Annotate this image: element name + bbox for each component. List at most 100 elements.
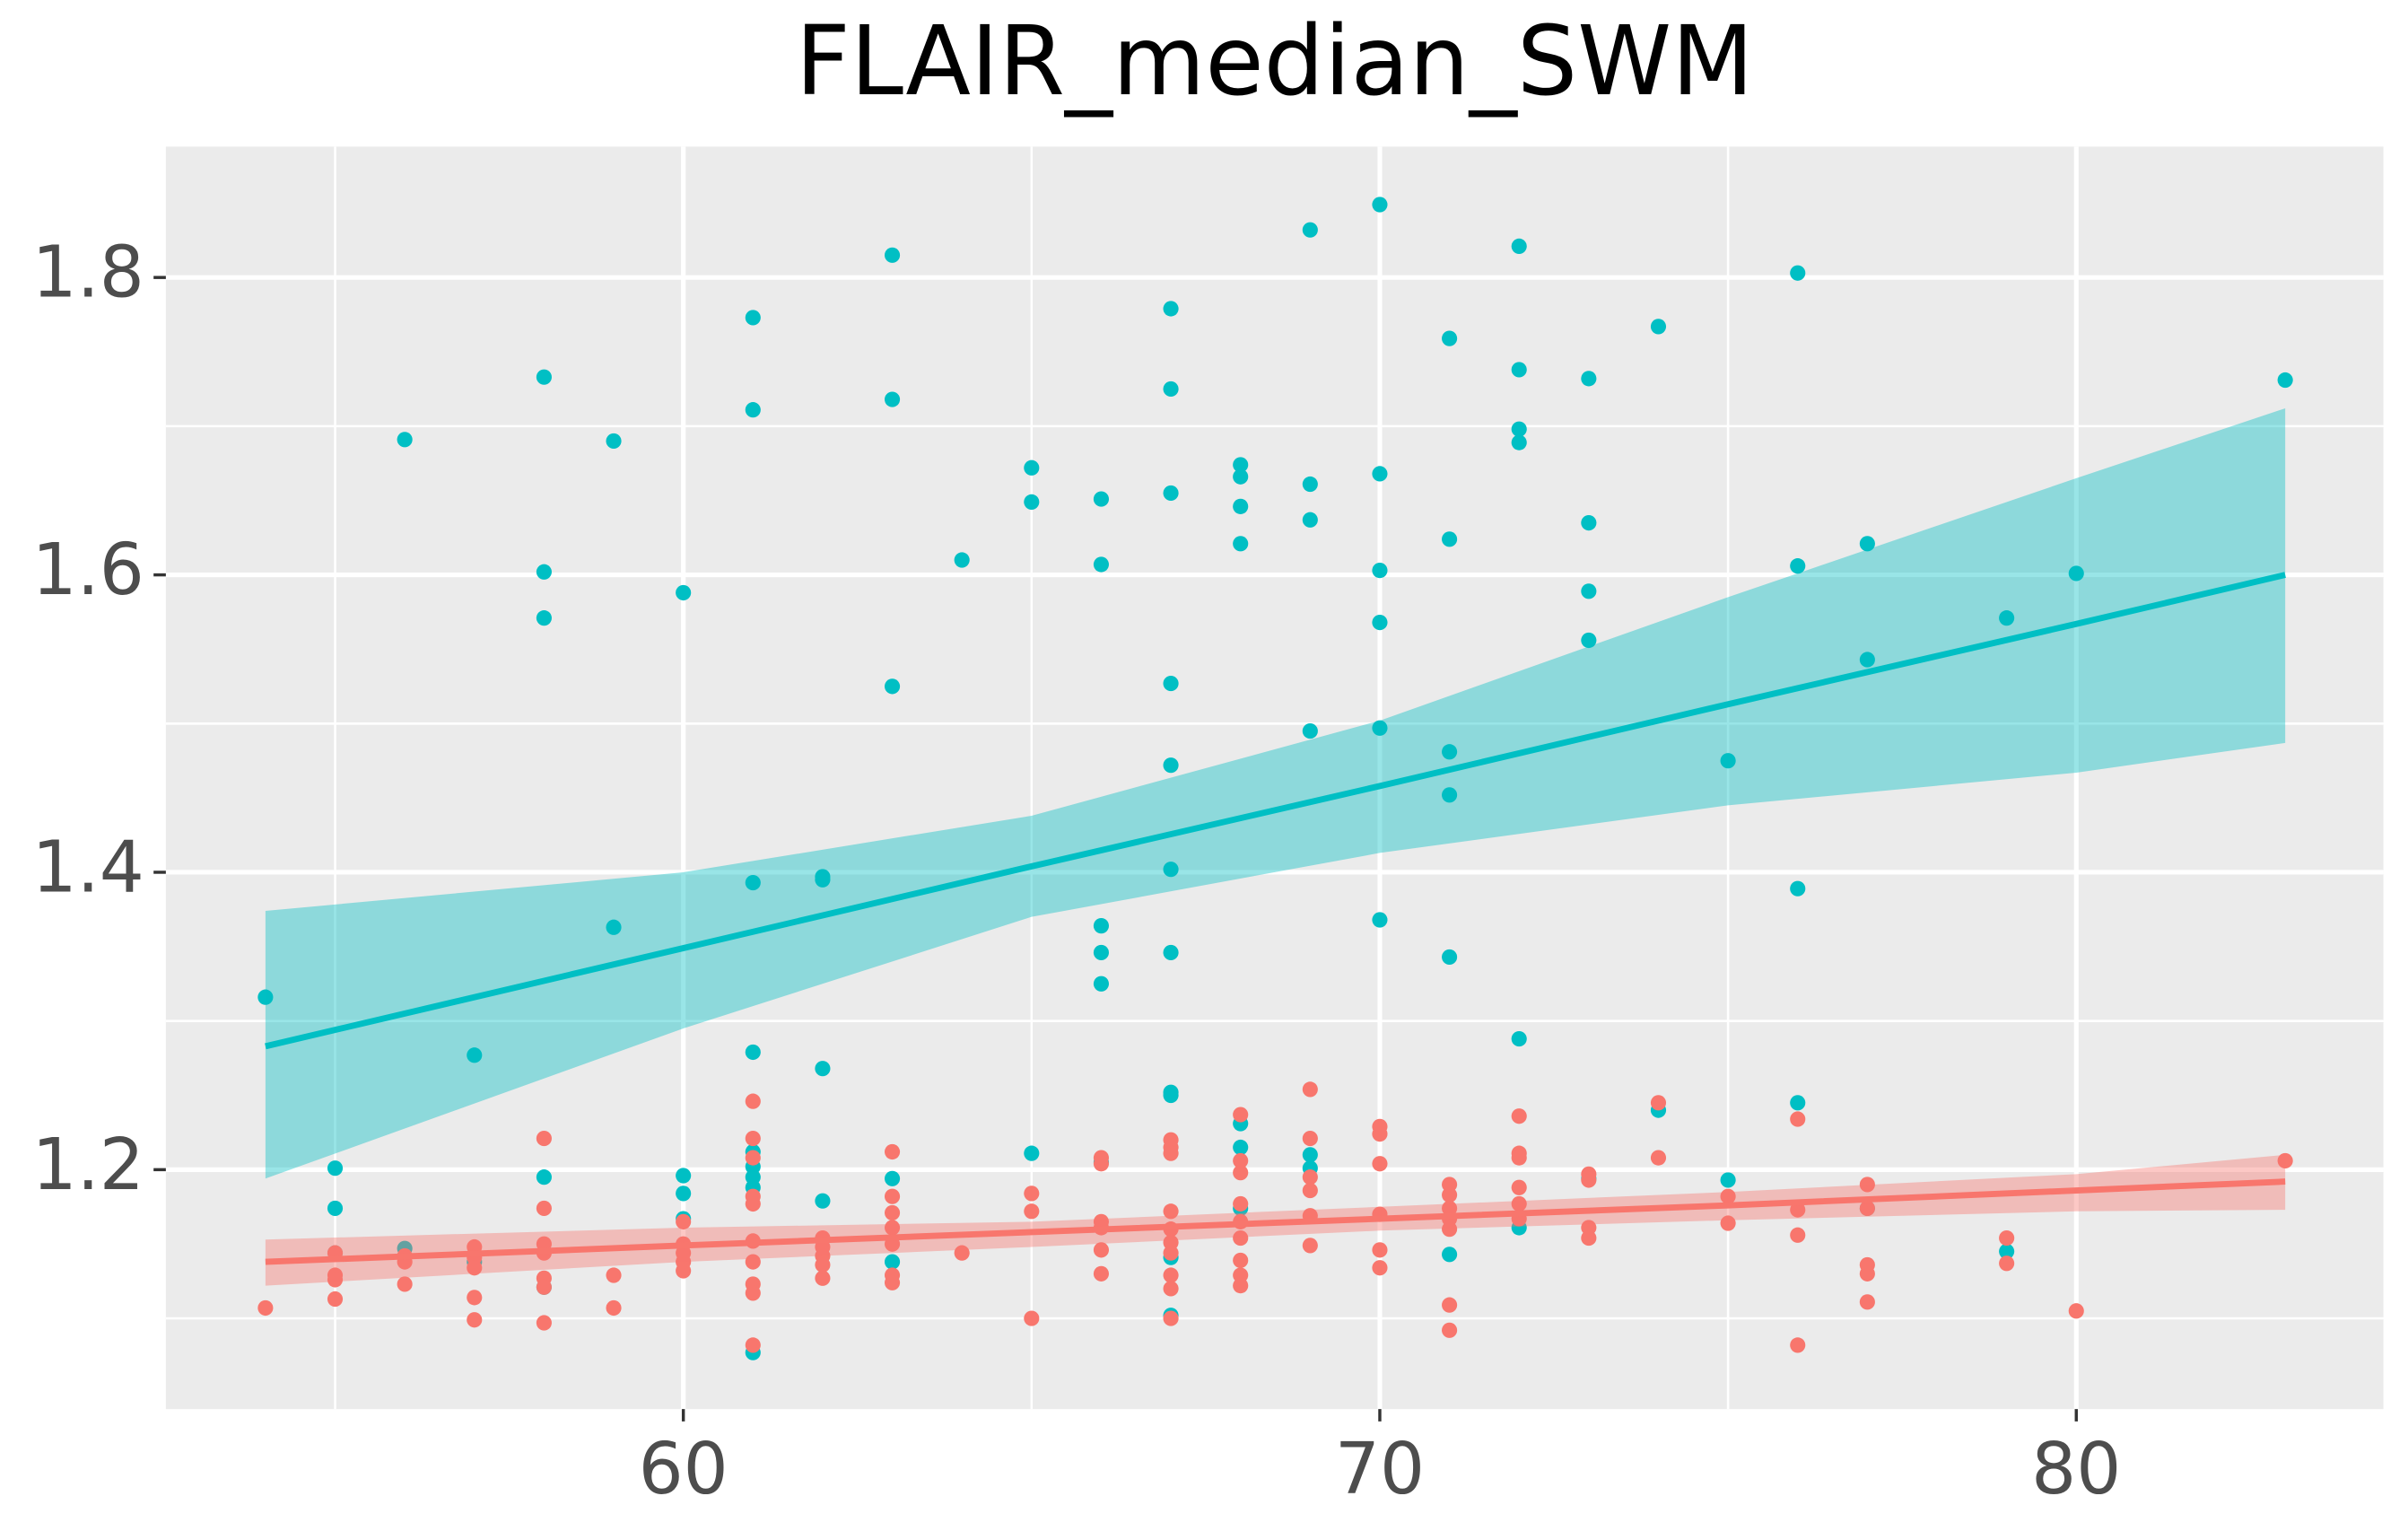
axes: 60 70 80 1.2 1.4 1.6 1.8 [32,232,2122,1510]
point [1163,1245,1179,1261]
point [1790,1337,1806,1353]
point [1790,1227,1806,1243]
point [1859,1177,1875,1193]
point [257,989,274,1005]
point [1302,722,1318,739]
point [1372,197,1388,213]
point [954,1245,970,1261]
point [1093,1242,1109,1258]
point [1442,1221,1458,1238]
fit-line [265,1178,2286,1265]
point [467,1260,483,1276]
point [2068,1303,2084,1319]
point [676,1185,692,1202]
point [745,310,761,326]
x-tick-label: 80 [2031,1428,2121,1510]
point [1511,434,1527,451]
point [1790,880,1806,897]
point [327,1200,344,1217]
point [1511,1030,1527,1047]
point [1302,1182,1318,1199]
point [1233,1165,1249,1181]
point [606,1299,622,1317]
point [1442,949,1458,966]
point [1442,531,1458,547]
point [1163,381,1179,398]
point [1442,1297,1458,1313]
point [1233,1195,1249,1212]
panel [165,146,2384,1410]
point [1163,1203,1179,1220]
point [397,1276,413,1292]
point [745,1195,761,1212]
point [1163,944,1179,961]
point [1581,371,1597,387]
point [1302,512,1318,528]
point [2277,372,2293,389]
point [536,1169,552,1185]
fit-line [265,572,2286,1050]
point [884,1170,901,1186]
point [1372,720,1388,736]
point [536,1279,552,1295]
point [1790,1202,1806,1218]
point [1302,476,1318,493]
point [745,874,761,891]
point [1372,1156,1388,1172]
point [606,433,622,450]
point [1302,1130,1318,1147]
point [1790,1111,1806,1127]
point [1233,457,1249,473]
point [467,1047,483,1063]
point [815,1256,831,1273]
point [676,1168,692,1184]
point [1720,1188,1736,1204]
point [815,1270,831,1286]
chart-title: FLAIR_median_SWM [796,6,1754,118]
point [1859,1265,1875,1282]
point [1511,238,1527,254]
point [1093,1265,1109,1282]
point [1999,610,2015,626]
point [397,432,413,448]
point [1233,498,1249,514]
point [1999,1255,2015,1272]
point [1024,494,1040,510]
point [1372,1242,1388,1258]
point [1093,1156,1109,1172]
point [1999,1229,2015,1247]
point [606,919,622,935]
point [884,1188,901,1204]
point [1093,944,1109,961]
point [1511,1195,1527,1212]
point [884,1254,901,1270]
point [1859,652,1875,668]
point [1442,1186,1458,1203]
point [1442,744,1458,760]
point [1650,1095,1667,1111]
point [676,1213,692,1229]
point [1024,459,1040,476]
point [1859,1294,1875,1310]
point [745,1130,761,1147]
point [257,1299,274,1317]
point [1511,1108,1527,1124]
point [1581,1229,1597,1247]
point [536,564,552,580]
point [1720,1172,1736,1188]
point [1372,912,1388,928]
point [1163,485,1179,502]
point [1442,787,1458,803]
point [327,1160,344,1177]
point [745,1093,761,1109]
point [1233,1278,1249,1294]
point [1024,1185,1040,1202]
point [1650,1150,1667,1166]
point [1302,1238,1318,1254]
point [1372,1126,1388,1142]
point [1093,556,1109,573]
point [1093,918,1109,934]
point [1372,466,1388,482]
point [884,678,901,695]
